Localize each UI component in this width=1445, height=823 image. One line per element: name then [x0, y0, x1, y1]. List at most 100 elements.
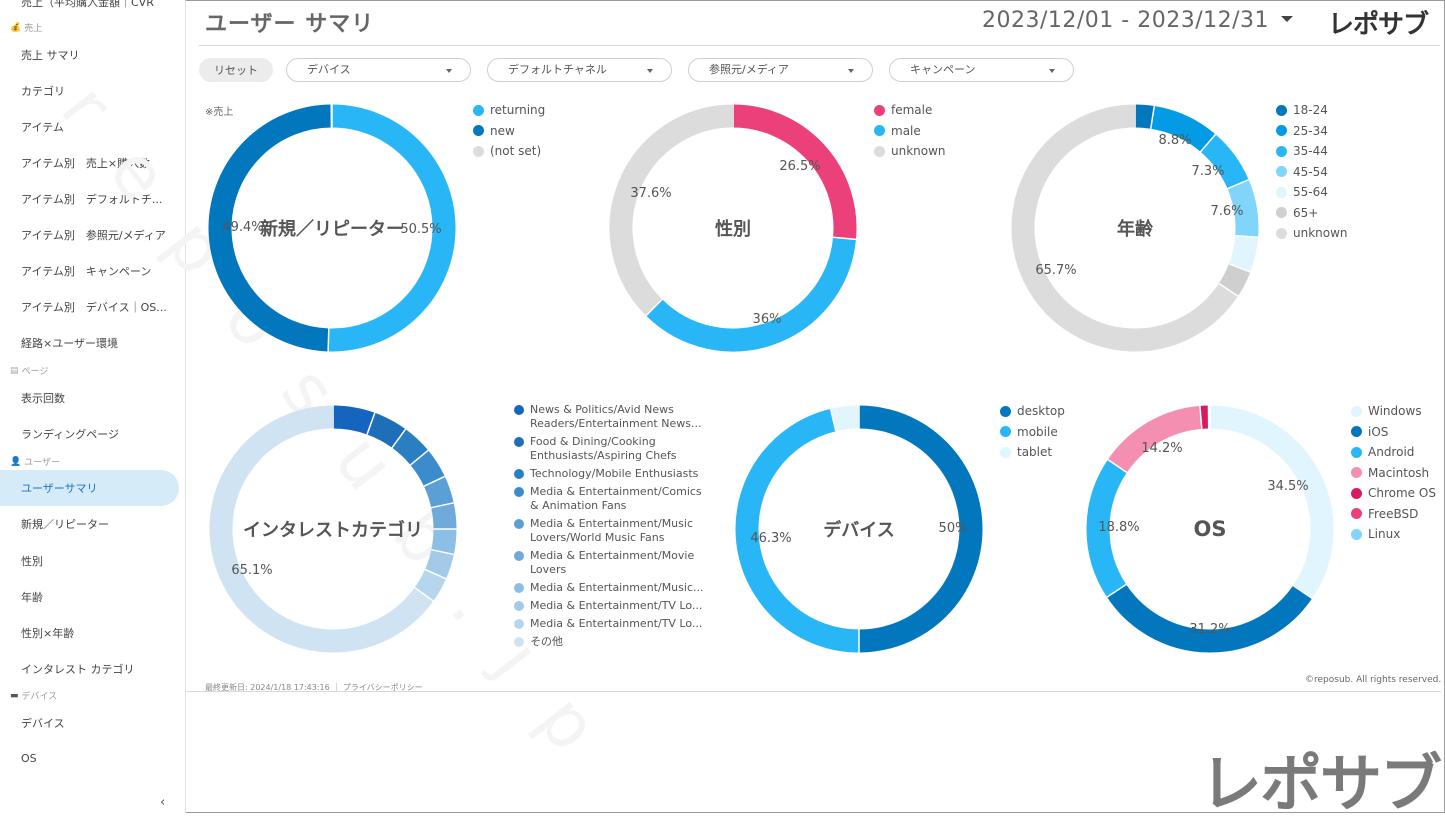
data-label: 7.3%: [1191, 164, 1224, 179]
legend-item[interactable]: unknown: [874, 141, 946, 162]
legend-item[interactable]: mobile: [1000, 422, 1065, 443]
slice-separator: [328, 328, 329, 351]
legend-item[interactable]: 35-44: [1276, 141, 1348, 162]
donut-slice[interactable]: [654, 238, 844, 340]
legend-item[interactable]: Media & Entertainment/Movie Lovers: [514, 549, 704, 577]
legend-dot-icon: [473, 125, 484, 136]
donut-slice[interactable]: [424, 574, 435, 594]
legend-item[interactable]: Linux: [1351, 524, 1436, 545]
legend-item[interactable]: Media & Entertainment/Comics & Animation…: [514, 485, 704, 513]
legend-dot-icon: [1351, 447, 1362, 458]
legend-item[interactable]: male: [874, 121, 946, 142]
legend-label: その他: [530, 635, 563, 649]
legend-item[interactable]: FreeBSD: [1351, 504, 1436, 525]
data-label: 50.5%: [400, 222, 441, 237]
legend-item[interactable]: returning: [473, 100, 545, 121]
legend-item[interactable]: 45-54: [1276, 162, 1348, 183]
legend-label: (not set): [490, 144, 541, 158]
data-label: 37.6%: [630, 186, 671, 201]
legend-item[interactable]: その他: [514, 635, 704, 649]
donut-slice[interactable]: [442, 505, 445, 529]
legend-dot-icon: [1276, 207, 1287, 218]
chart-title: インタレストカテゴリ: [243, 519, 423, 541]
legend-item[interactable]: 25-34: [1276, 121, 1348, 142]
legend-label: 18-24: [1293, 103, 1328, 117]
copyright: ©reposub. All rights reserved.: [1305, 675, 1441, 685]
legend-item[interactable]: desktop: [1000, 401, 1065, 422]
legend-item[interactable]: iOS: [1351, 422, 1436, 443]
legend-label: Chrome OS: [1368, 486, 1436, 500]
data-label: 49.4%: [222, 220, 263, 235]
legend-item[interactable]: 65+: [1276, 203, 1348, 224]
legend-item[interactable]: News & Politics/Avid News Readers/Entert…: [514, 403, 704, 431]
legend-item[interactable]: Media & Entertainment/TV Lo...: [514, 617, 704, 631]
legend-dot-icon: [1351, 508, 1362, 519]
legend-dot-icon: [514, 551, 524, 561]
legend-label: iOS: [1368, 425, 1388, 439]
legend-dot-icon: [514, 469, 524, 479]
legend-item[interactable]: 18-24: [1276, 100, 1348, 121]
donut-slice[interactable]: [1240, 236, 1247, 267]
data-label: 8.8%: [1158, 133, 1191, 148]
legend-dot-icon: [1000, 406, 1011, 417]
legend-item[interactable]: new: [473, 121, 545, 142]
content-divider: [187, 691, 1441, 692]
data-label: 50%: [939, 521, 968, 536]
legend-item[interactable]: Media & Entertainment/TV Lo...: [514, 599, 704, 613]
donut-slice[interactable]: [443, 529, 445, 552]
legend-label: tablet: [1017, 445, 1052, 459]
legend-dot-icon: [514, 601, 524, 611]
legend-dot-icon: [514, 487, 524, 497]
donut-slice[interactable]: [1135, 116, 1153, 117]
chart-title: 年齢: [1117, 218, 1154, 240]
legend-item[interactable]: Android: [1351, 442, 1436, 463]
legend-item[interactable]: Windows: [1351, 401, 1436, 422]
data-label: 26.5%: [779, 159, 820, 174]
donut-slice[interactable]: [1210, 417, 1322, 592]
legend-dot-icon: [1351, 406, 1362, 417]
legend-item[interactable]: Technology/Mobile Enthusiasts: [514, 467, 704, 481]
legend-label: 25-34: [1293, 124, 1328, 138]
legend-dot-icon: [1276, 105, 1287, 116]
donut-slice[interactable]: [436, 552, 443, 574]
data-label: 65.1%: [231, 563, 272, 578]
data-label: 14.2%: [1141, 441, 1182, 456]
legend-item[interactable]: 55-64: [1276, 182, 1348, 203]
legend-item[interactable]: Media & Entertainment/Music Lovers/World…: [514, 517, 704, 545]
legend-item[interactable]: Media & Entertainment/Music...: [514, 581, 704, 595]
legend-item[interactable]: female: [874, 100, 946, 121]
data-label: 31.2%: [1189, 622, 1230, 637]
legend-dot-icon: [874, 125, 885, 136]
legend-dot-icon: [1351, 426, 1362, 437]
legend-item[interactable]: Chrome OS: [1351, 483, 1436, 504]
legend-item[interactable]: unknown: [1276, 223, 1348, 244]
legend-label: Food & Dining/Cooking Enthusiasts/Aspiri…: [530, 435, 704, 463]
legend-label: Media & Entertainment/Music Lovers/World…: [530, 517, 704, 545]
legend-dot-icon: [874, 146, 885, 157]
legend-dot-icon: [1351, 467, 1362, 478]
legend-label: 55-64: [1293, 185, 1328, 199]
legend-label: Windows: [1368, 404, 1422, 418]
legend-label: Linux: [1368, 527, 1400, 541]
brand-logo-large: レポサブ: [1200, 733, 1440, 823]
legend-item[interactable]: (not set): [473, 141, 545, 162]
donut-slice[interactable]: [399, 438, 419, 457]
data-label: 46.3%: [750, 531, 791, 546]
legend-item[interactable]: Food & Dining/Cooking Enthusiasts/Aspiri…: [514, 435, 704, 463]
donut-slice[interactable]: [1228, 268, 1239, 290]
donut-slice[interactable]: [371, 424, 399, 439]
legend-label: FreeBSD: [1368, 507, 1418, 521]
legend-dot-icon: [1000, 426, 1011, 437]
donut-slice[interactable]: [333, 417, 371, 424]
donut-slice[interactable]: [434, 481, 442, 505]
donut-slice[interactable]: [419, 458, 434, 482]
donut-slice[interactable]: [621, 116, 733, 308]
legend-item[interactable]: tablet: [1000, 442, 1065, 463]
data-label: 36%: [753, 312, 782, 327]
legend-label: Technology/Mobile Enthusiasts: [530, 467, 698, 481]
legend-dot-icon: [473, 105, 484, 116]
donut-slice[interactable]: [833, 417, 859, 420]
legend-item[interactable]: Macintosh: [1351, 463, 1436, 484]
